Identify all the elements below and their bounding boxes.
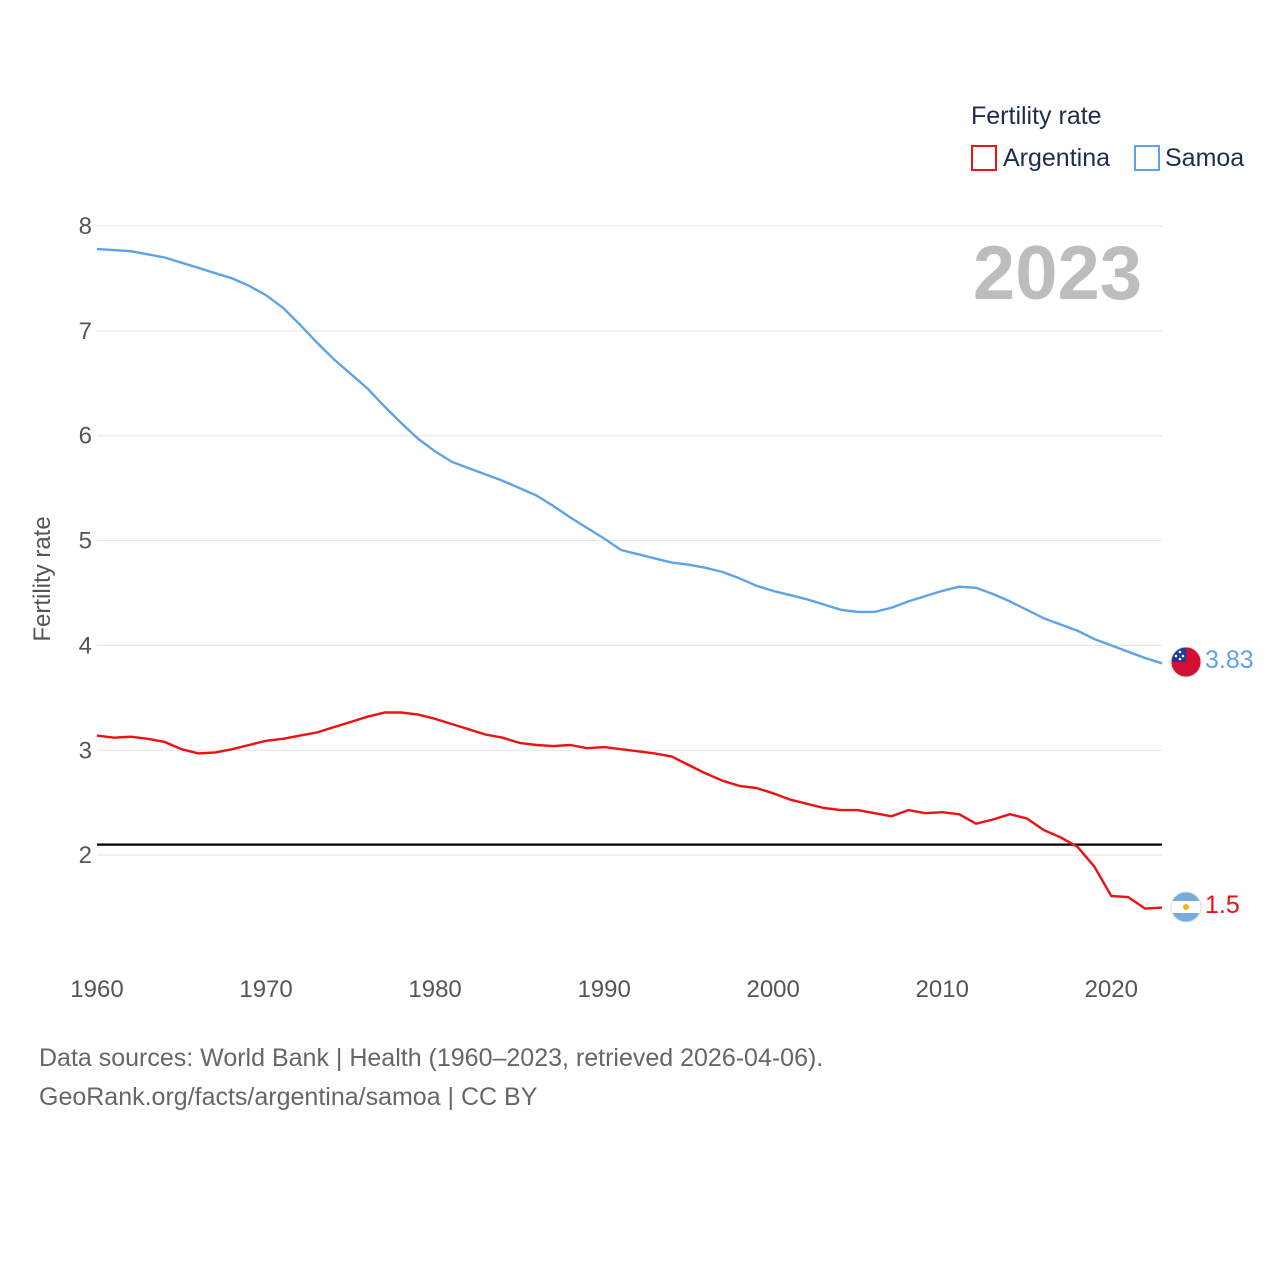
legend-swatch-samoa [1134,145,1160,171]
argentina-flag-icon [1171,892,1201,922]
legend-item-argentina[interactable]: Argentina [971,144,1110,172]
y-axis-title: Fertility rate [29,516,56,641]
x-axis-ticks: 1960 1970 1980 1990 2000 2010 2020 [70,976,1138,1003]
samoa-end-value: 3.83 [1205,646,1254,674]
x-tick-label: 1980 [408,976,461,1003]
y-tick-label: 4 [79,632,92,659]
x-tick-label: 2000 [746,976,799,1003]
series-lines [96,247,1163,910]
legend-item-samoa[interactable]: Samoa [1134,144,1244,172]
y-tick-label: 2 [79,842,92,869]
y-axis-ticks: 2 3 4 5 6 7 8 [79,213,92,869]
fertility-rate-chart: 2 3 4 5 6 7 8 1960 1970 1980 1990 2000 2010 2020 Fer… [29,102,1254,1003]
x-tick-label: 1960 [70,976,123,1003]
x-tick-label: 2020 [1085,976,1138,1003]
x-tick-label: 2010 [916,976,969,1003]
series-line-argentina[interactable] [96,711,1163,910]
samoa-flag-icon [1171,647,1201,677]
y-tick-label: 3 [79,737,92,764]
footer-source: Data sources: World Bank | Health (1960–… [39,1044,824,1072]
footer-credit[interactable]: GeoRank.org/facts/argentina/samoa | CC B… [39,1083,538,1111]
legend-label-samoa: Samoa [1165,144,1244,172]
y-tick-label: 7 [79,318,92,345]
legend-swatch-argentina [971,145,997,171]
legend: Fertility rate Argentina Samoa [971,102,1244,172]
argentina-end-value: 1.5 [1205,891,1240,919]
grid-lines [97,225,1162,856]
y-tick-label: 6 [79,423,92,450]
samoa-flag-border [1170,646,1202,678]
legend-title: Fertility rate [971,102,1102,130]
year-label: 2023 [973,231,1142,316]
y-tick-label: 8 [79,213,92,240]
x-tick-label: 1970 [239,976,292,1003]
x-tick-label: 1990 [577,976,630,1003]
y-tick-label: 5 [79,528,92,555]
argentina-flag-border [1170,891,1202,923]
legend-label-argentina: Argentina [1003,144,1110,172]
series-line-samoa[interactable] [96,247,1163,665]
